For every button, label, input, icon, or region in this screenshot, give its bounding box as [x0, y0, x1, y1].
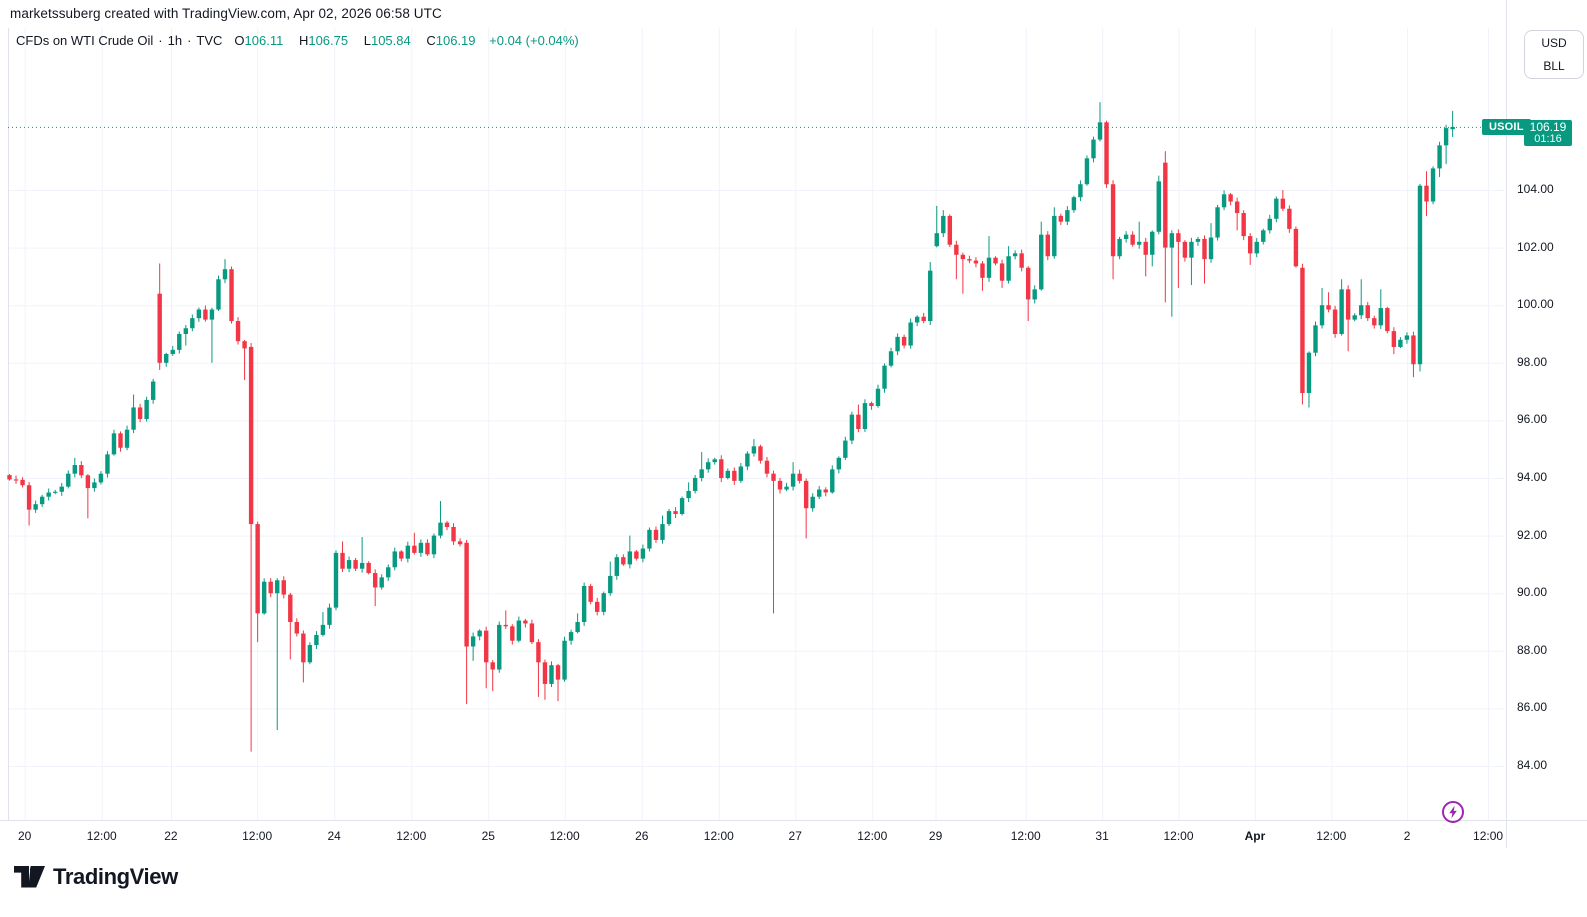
x-axis-label: 24 [327, 829, 341, 843]
x-axis-label: 31 [1095, 829, 1109, 843]
ohlc-open: O106.11 [234, 33, 284, 48]
x-axis-label: 12:00 [857, 829, 888, 843]
y-axis-label: 100.00 [1517, 297, 1554, 312]
attribution-text: marketssuberg created with TradingView.c… [10, 6, 442, 21]
x-axis-label: 12:00 [549, 829, 580, 843]
y-axis-label: 92.00 [1517, 527, 1548, 542]
y-axis-label: 84.00 [1517, 758, 1548, 772]
legend-separator: · [158, 33, 163, 48]
unit-label[interactable]: BLL [1543, 59, 1565, 74]
symbol-title: CFDs on WTI Crude Oil [16, 33, 154, 48]
x-axis-label: 26 [635, 829, 649, 843]
y-axis-label: 88.00 [1517, 642, 1548, 657]
tradingview-logo-icon [14, 866, 45, 888]
tradingview-logo[interactable]: TradingView [14, 864, 178, 890]
ohlc-low: L105.84 [363, 33, 411, 48]
x-axis-label: 12:00 [1316, 829, 1347, 843]
x-axis-label: 25 [481, 829, 495, 843]
x-axis-label: Apr [1244, 829, 1266, 843]
x-axis-label: 12:00 [1473, 829, 1504, 843]
lightning-icon [1442, 801, 1464, 823]
price-axis[interactable]: 84.00 86.00 88.00 90.00 92.00 94.00 96.00 98.00… [1510, 0, 1587, 820]
symbol-legend: CFDs on WTI Crude Oil · 1h · TVC O106.11 H106… [16, 33, 579, 48]
y-axis-label: 102.00 [1517, 239, 1554, 254]
candlestick-series [7, 102, 1455, 752]
lightning-button[interactable] [1440, 799, 1466, 825]
ohlc-close: C106.19 [426, 33, 476, 48]
time-axis[interactable]: 20 12:00 22 12:00 24 12:00 25 12:00 26 12:00 27 12:… [0, 825, 1587, 847]
symbol-price-flag: USOIL [1482, 118, 1531, 135]
last-price-label: 106.19 01:16 [1524, 119, 1572, 146]
y-axis-label: 90.00 [1517, 585, 1548, 600]
last-price-value: 106.19 [1529, 119, 1567, 134]
y-axis-label: 104.00 [1517, 182, 1554, 196]
y-axis-label: 98.00 [1517, 354, 1548, 369]
x-axis-label: 12:00 [1163, 829, 1194, 843]
grid-lines [8, 28, 1504, 820]
currency-label[interactable]: USD [1541, 35, 1567, 50]
y-axis-label: 94.00 [1517, 470, 1548, 484]
x-axis-label: 12:00 [396, 829, 427, 843]
x-axis-label: 12:00 [86, 829, 117, 843]
ohlc-high: H106.75 [298, 33, 349, 48]
tradingview-logo-text: TradingView [53, 864, 178, 889]
x-axis-label: 12:00 [703, 829, 734, 843]
x-axis-label: 12:00 [1010, 829, 1041, 843]
x-axis-label: 20 [17, 829, 32, 843]
legend-separator: · [187, 33, 192, 48]
x-axis-label: 22 [164, 829, 178, 843]
x-axis-label: 2 [1403, 829, 1411, 843]
exchange-label: TVC [196, 33, 223, 48]
interval-label[interactable]: 1h [167, 33, 183, 48]
y-axis-label: 96.00 [1517, 412, 1548, 427]
x-axis-label: 29 [928, 829, 943, 843]
currency-unit-selector[interactable]: USD BLL [1524, 30, 1584, 79]
x-axis-label: 12:00 [242, 829, 273, 843]
y-axis-label: 86.00 [1517, 700, 1548, 715]
x-axis-label: 27 [788, 829, 802, 843]
bar-countdown: 01:16 [1534, 132, 1562, 145]
price-change-label: +0.04 (+0.04%) [489, 33, 579, 48]
